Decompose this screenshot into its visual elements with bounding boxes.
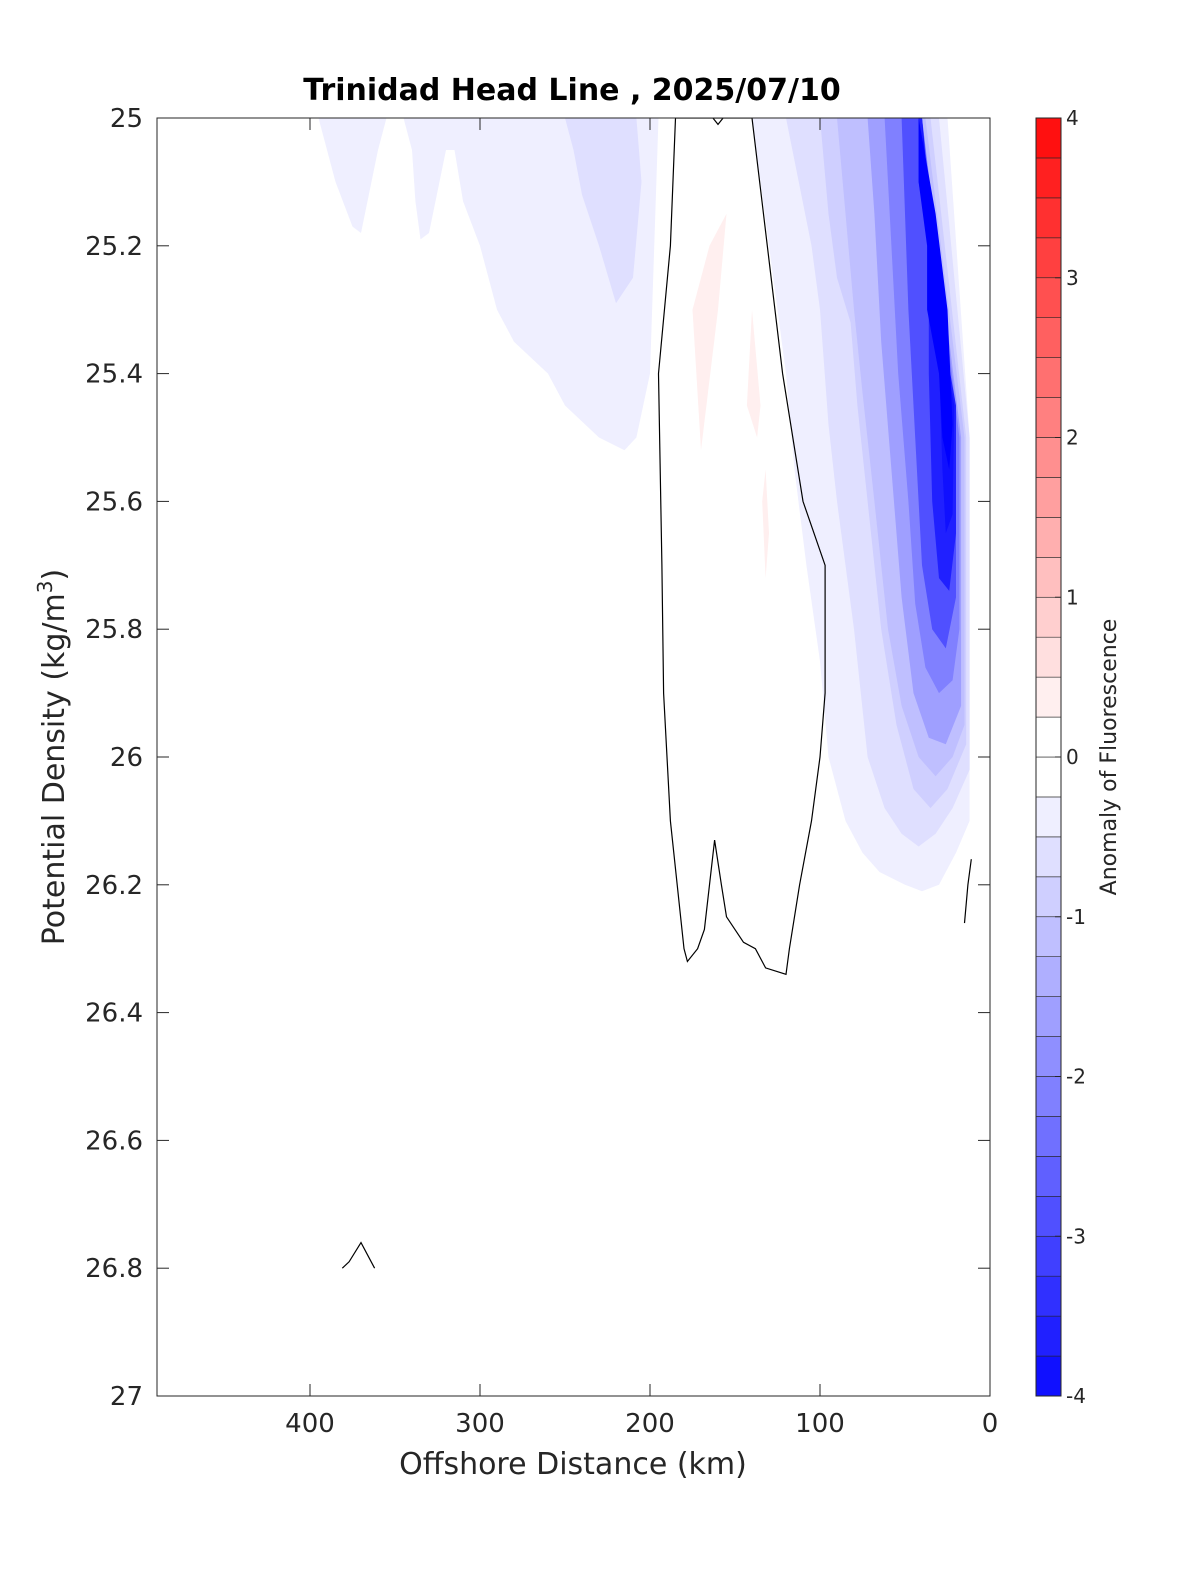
chart-title: Trinidad Head Line , 2025/07/10 <box>303 73 840 108</box>
colorbar-segment <box>1035 157 1062 199</box>
contour-region-0 <box>318 118 659 451</box>
y-tick-label: 27 <box>110 1382 143 1412</box>
colorbar-segment <box>1035 237 1062 279</box>
colorbar-tick-label: 3 <box>1066 266 1079 290</box>
colorbar-segment <box>1035 1036 1062 1077</box>
zero-contour-line-0 <box>657 118 826 976</box>
colorbar-tick-label: 4 <box>1066 106 1079 130</box>
y-tick-label: 25.6 <box>85 487 143 517</box>
colorbar-segment <box>1035 117 1062 159</box>
colorbar-segment <box>1035 1116 1062 1157</box>
colorbar-label: Anomaly of Fluorescence <box>1097 619 1122 896</box>
y-tick-label: 26.8 <box>85 1254 143 1284</box>
colorbar-ticks: 4 3 2 1 0 -1 -2 -3 -4 <box>1055 106 1086 1408</box>
colorbar-segment <box>1035 756 1062 798</box>
colorbar-segment <box>1035 676 1062 718</box>
x-tick-label: 100 <box>795 1409 845 1439</box>
colorbar-segment <box>1035 317 1062 358</box>
contour-region-13 <box>746 309 761 438</box>
x-tick-label: 400 <box>285 1409 335 1439</box>
colorbar-segment <box>1035 716 1062 758</box>
contour-region-12 <box>692 213 727 451</box>
contour-region-1 <box>565 118 642 304</box>
contour-region-11 <box>918 118 953 470</box>
colorbar-tick-label: -1 <box>1066 905 1086 929</box>
colorbar-segment <box>1035 836 1062 878</box>
colorbar-segment <box>1035 1156 1062 1197</box>
y-axis-ticks: 25 25.2 25.4 25.6 25.8 26 26.2 26.4 26.6 26.8 27 <box>85 104 990 1412</box>
colorbar-segment <box>1035 477 1062 518</box>
colorbar-segment <box>1035 876 1062 918</box>
colorbar-tick-label: 1 <box>1066 585 1079 609</box>
colorbar-segment <box>1035 596 1062 638</box>
colorbar-segment <box>1035 916 1062 957</box>
colorbar-segment <box>1035 437 1062 478</box>
y-tick-label: 25.2 <box>85 232 143 262</box>
x-tick-label: 0 <box>982 1409 999 1439</box>
y-axis-label-close: ) <box>37 569 72 581</box>
colorbar-segment <box>1035 517 1062 558</box>
colorbar-segment <box>1035 1355 1062 1397</box>
colorbar-segment <box>1035 636 1062 678</box>
colorbar-tick-label: 0 <box>1066 745 1079 769</box>
colorbar-segment <box>1035 1196 1062 1237</box>
contour-region-14 <box>762 469 769 579</box>
colorbar-tick-label: -2 <box>1066 1065 1086 1089</box>
colorbar-tick-label: -4 <box>1066 1384 1086 1408</box>
y-tick-label: 25 <box>110 104 143 134</box>
colorbar-segment <box>1035 1235 1062 1277</box>
colorbar-segment <box>1035 557 1062 598</box>
y-axis-label-superscript: 3 <box>33 580 57 593</box>
y-axis-label: Potential Density (kg/m3) <box>33 569 72 945</box>
colorbar-segment <box>1035 996 1062 1037</box>
colorbar-segment <box>1035 1315 1062 1357</box>
y-tick-label: 26 <box>110 743 143 773</box>
x-tick-label: 200 <box>625 1409 675 1439</box>
x-axis-label: Offshore Distance (km) <box>399 1447 747 1482</box>
colorbar <box>1035 117 1062 1397</box>
colorbar-segment <box>1035 956 1062 997</box>
y-tick-label: 26.2 <box>85 871 143 901</box>
contour-fills <box>318 118 970 892</box>
colorbar-segment <box>1035 796 1062 838</box>
zero-contour-line-2 <box>963 859 972 924</box>
colorbar-segment <box>1035 397 1062 438</box>
y-axis-label-main: Potential Density (kg/m <box>37 593 72 945</box>
colorbar-segment <box>1035 1275 1062 1317</box>
colorbar-segment <box>1035 277 1062 318</box>
colorbar-tick-label: 2 <box>1066 426 1079 450</box>
colorbar-segment <box>1035 1076 1062 1117</box>
y-tick-label: 26.4 <box>85 999 143 1029</box>
x-axis-ticks: 400 300 200 100 0 <box>285 118 998 1439</box>
zero-contour-lines <box>341 118 972 1269</box>
zero-contour-line-1 <box>341 1241 376 1269</box>
x-tick-label: 300 <box>455 1409 505 1439</box>
y-tick-label: 25.8 <box>85 615 143 645</box>
colorbar-segment <box>1035 197 1062 239</box>
colorbar-segment <box>1035 357 1062 398</box>
colorbar-tick-label: -3 <box>1066 1224 1086 1248</box>
y-tick-label: 25.4 <box>85 360 143 390</box>
y-tick-label: 26.6 <box>85 1126 143 1156</box>
